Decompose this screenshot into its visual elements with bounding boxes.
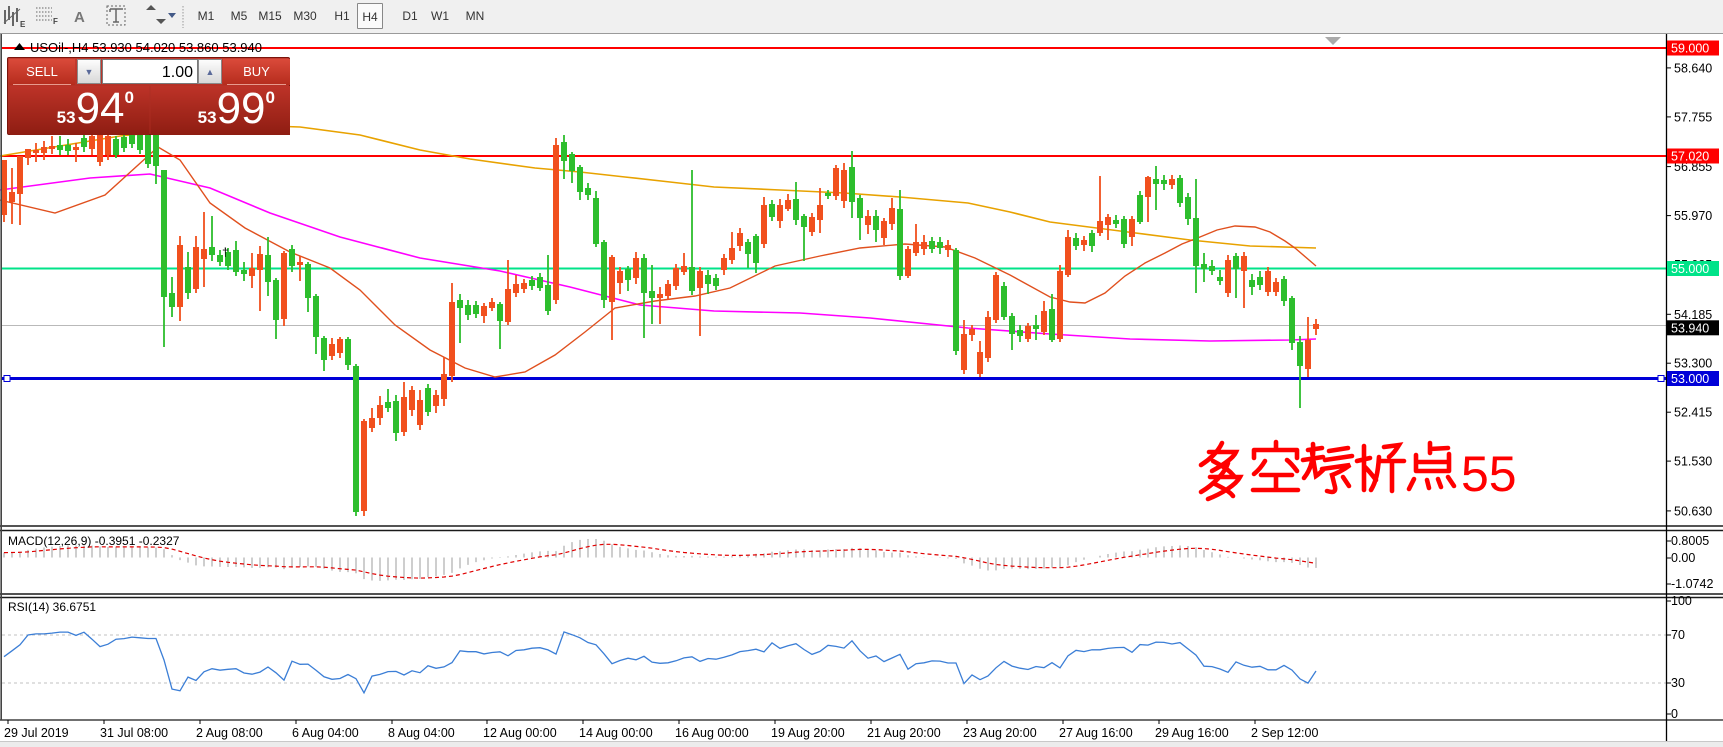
svg-text:19 Aug 20:00: 19 Aug 20:00 bbox=[771, 726, 845, 740]
svg-text:6 Aug 04:00: 6 Aug 04:00 bbox=[292, 726, 359, 740]
svg-text:53.940: 53.940 bbox=[1671, 321, 1709, 335]
svg-text:30: 30 bbox=[1671, 676, 1685, 690]
svg-text:0.00: 0.00 bbox=[1671, 551, 1695, 565]
svg-text:E: E bbox=[20, 20, 26, 29]
svg-text:USOil-,H4 53.930 54.020 53.86: USOil-,H4 53.930 54.020 53.860 53.940 bbox=[30, 40, 262, 55]
svg-text:56.855: 56.855 bbox=[1674, 160, 1712, 174]
svg-text:55: 55 bbox=[1461, 446, 1517, 502]
svg-text:2 Aug 08:00: 2 Aug 08:00 bbox=[196, 726, 263, 740]
svg-text:50.630: 50.630 bbox=[1674, 504, 1712, 518]
svg-text:51.530: 51.530 bbox=[1674, 455, 1712, 469]
svg-text:21 Aug 20:00: 21 Aug 20:00 bbox=[867, 726, 941, 740]
svg-text:14 Aug 00:00: 14 Aug 00:00 bbox=[579, 726, 653, 740]
svg-text:-1.0742: -1.0742 bbox=[1671, 577, 1713, 591]
svg-text:0: 0 bbox=[1671, 707, 1678, 721]
svg-text:52.415: 52.415 bbox=[1674, 406, 1712, 420]
svg-text:F: F bbox=[53, 17, 58, 26]
svg-text:29 Jul 2019: 29 Jul 2019 bbox=[4, 726, 69, 740]
svg-text:70: 70 bbox=[1671, 628, 1685, 642]
svg-text:53.300: 53.300 bbox=[1674, 357, 1712, 371]
svg-text:MACD(12,26,9) -0.3951 -0.2327: MACD(12,26,9) -0.3951 -0.2327 bbox=[8, 534, 180, 548]
svg-text:0.8005: 0.8005 bbox=[1671, 534, 1709, 548]
svg-text:57.020: 57.020 bbox=[1671, 150, 1709, 164]
svg-text:27 Aug 16:00: 27 Aug 16:00 bbox=[1059, 726, 1133, 740]
svg-text:12 Aug 00:00: 12 Aug 00:00 bbox=[483, 726, 557, 740]
svg-text:16 Aug 00:00: 16 Aug 00:00 bbox=[675, 726, 749, 740]
svg-text:58.640: 58.640 bbox=[1674, 61, 1712, 75]
svg-text:29 Aug 16:00: 29 Aug 16:00 bbox=[1155, 726, 1229, 740]
svg-text:57.755: 57.755 bbox=[1674, 110, 1712, 124]
svg-text:2 Sep 12:00: 2 Sep 12:00 bbox=[1251, 726, 1318, 740]
svg-text:55.000: 55.000 bbox=[1671, 262, 1709, 276]
svg-text:23 Aug 20:00: 23 Aug 20:00 bbox=[963, 726, 1037, 740]
svg-text:54.185: 54.185 bbox=[1674, 308, 1712, 322]
svg-text:A: A bbox=[74, 9, 85, 26]
svg-text:RSI(14) 36.6751: RSI(14) 36.6751 bbox=[8, 600, 96, 614]
svg-text:8 Aug 04:00: 8 Aug 04:00 bbox=[388, 726, 455, 740]
svg-text:53.000: 53.000 bbox=[1671, 372, 1709, 386]
svg-text:31 Jul 08:00: 31 Jul 08:00 bbox=[100, 726, 168, 740]
svg-text:†: † bbox=[222, 245, 229, 259]
svg-text:55.970: 55.970 bbox=[1674, 209, 1712, 223]
svg-text:100: 100 bbox=[1671, 594, 1692, 608]
svg-text:59.000: 59.000 bbox=[1671, 42, 1709, 56]
